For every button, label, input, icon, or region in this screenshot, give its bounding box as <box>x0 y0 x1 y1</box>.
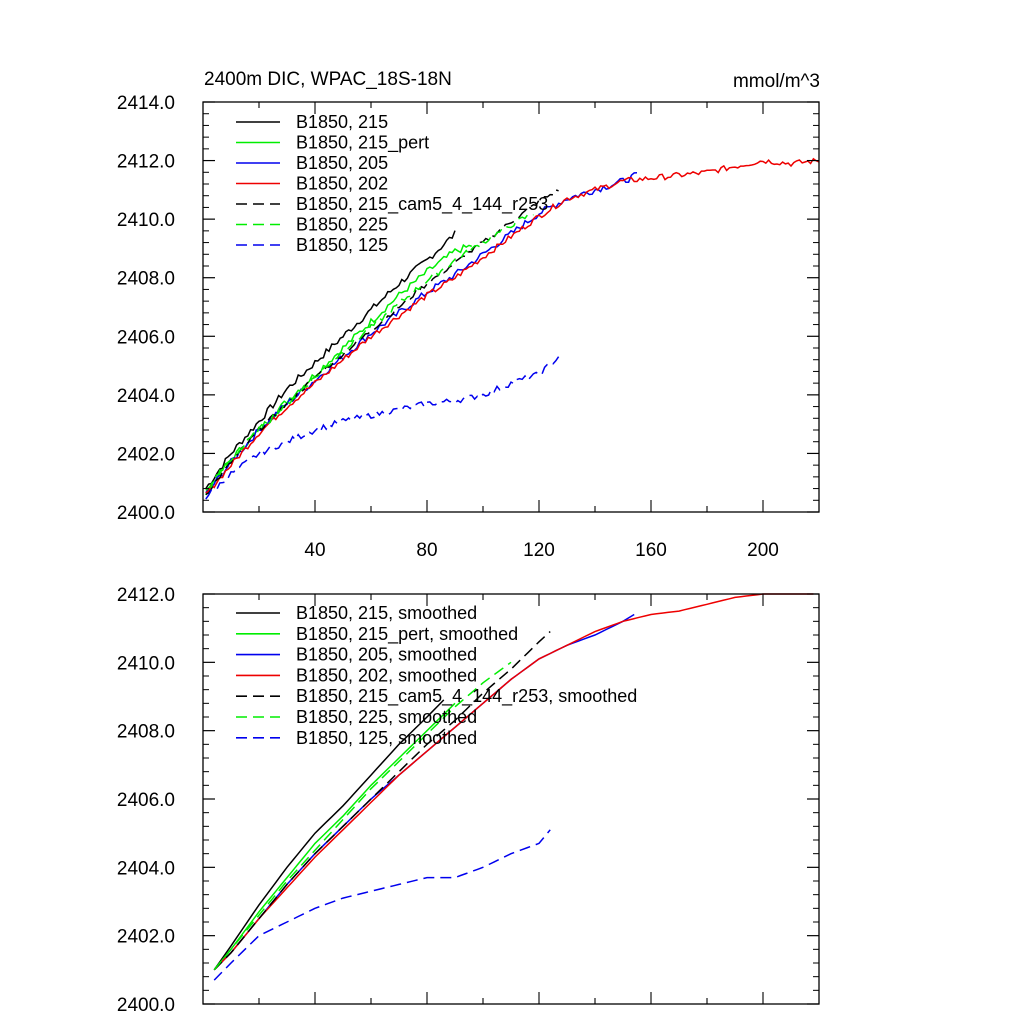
bottom-plot-frame <box>202 593 820 1005</box>
series-line-5 <box>205 213 534 491</box>
series-line-0 <box>213 699 445 971</box>
y-tick-label: 2404.0 <box>117 386 175 407</box>
x-tick-label: 80 <box>416 540 437 561</box>
y-tick-label: 2414.0 <box>117 93 175 114</box>
y-tick-label: 2404.0 <box>117 858 175 879</box>
series-line-1 <box>213 702 456 971</box>
series-line-1 <box>205 243 473 496</box>
y-tick-label: 2400.0 <box>117 995 175 1016</box>
y-tick-label: 2406.0 <box>117 327 175 348</box>
bottom-tick-layer: 2400.0 2402.0 2404.0 2406.0 2408.0 2410.0 2412… <box>117 585 819 1016</box>
y-tick-label: 2406.0 <box>117 790 175 811</box>
top-panel: 2400m DIC, WPAC_18S-18N mmol/m^3 2400.02… <box>117 69 820 561</box>
top-plot-frame <box>202 101 820 513</box>
y-tick-label: 2410.0 <box>117 210 175 231</box>
top-panel-title: 2400m DIC, WPAC_18S-18N <box>204 69 452 90</box>
x-tick-label: 120 <box>523 540 555 561</box>
series-line-4 <box>205 189 559 496</box>
x-tick-label: 40 <box>304 540 325 561</box>
legend-label-4: B1850, 215_cam5_4_144_r253, smoothed <box>296 686 637 707</box>
legend-label-2: B1850, 205 <box>296 153 388 173</box>
y-tick-label: 2410.0 <box>117 653 175 674</box>
legend-label-5: B1850, 225 <box>296 215 388 235</box>
y-tick-label: 2408.0 <box>117 722 175 743</box>
series-line-4 <box>213 631 551 971</box>
series-line-3 <box>213 593 814 971</box>
y-tick-label: 2400.0 <box>117 503 175 524</box>
legend-label-2: B1850, 205, smoothed <box>296 645 477 665</box>
legend-label-6: B1850, 125 <box>296 235 388 255</box>
series-line-5 <box>213 661 512 971</box>
legend-label-3: B1850, 202, smoothed <box>296 665 477 685</box>
series-line-3 <box>205 157 820 494</box>
y-tick-label: 2402.0 <box>117 927 175 948</box>
legend-label-0: B1850, 215, smoothed <box>296 603 477 623</box>
legend-label-5: B1850, 225, smoothed <box>296 707 477 727</box>
legend-label-1: B1850, 215_pert <box>296 133 429 154</box>
legend-label-0: B1850, 215 <box>296 112 388 132</box>
series-line-6 <box>205 356 560 500</box>
legend-label-6: B1850, 125, smoothed <box>296 728 477 748</box>
series-line-2 <box>205 172 638 494</box>
y-tick-label: 2408.0 <box>117 269 175 290</box>
y-tick-label: 2402.0 <box>117 444 175 465</box>
bottom-panel: 2400.0 2402.0 2404.0 2406.0 2408.0 2410.0 2412… <box>117 585 820 1016</box>
series-line-0 <box>205 230 456 490</box>
y-tick-label: 2412.0 <box>117 585 175 606</box>
top-tick-layer: 2400.0 2402.0 2404.0 2406.0 2408.0 2410.0 2412… <box>117 93 819 561</box>
x-tick-label: 160 <box>635 540 667 561</box>
series-line-6 <box>213 829 551 981</box>
legend-label-3: B1850, 202 <box>296 174 388 194</box>
legend-label-1: B1850, 215_pert, smoothed <box>296 624 518 645</box>
y-tick-label: 2412.0 <box>117 152 175 173</box>
top-panel-units: mmol/m^3 <box>733 71 820 92</box>
top-series-layer <box>205 157 820 500</box>
bottom-series-layer <box>213 593 814 981</box>
x-tick-label: 200 <box>747 540 779 561</box>
legend-label-4: B1850, 215_cam5_4_144_r253 <box>296 194 548 215</box>
